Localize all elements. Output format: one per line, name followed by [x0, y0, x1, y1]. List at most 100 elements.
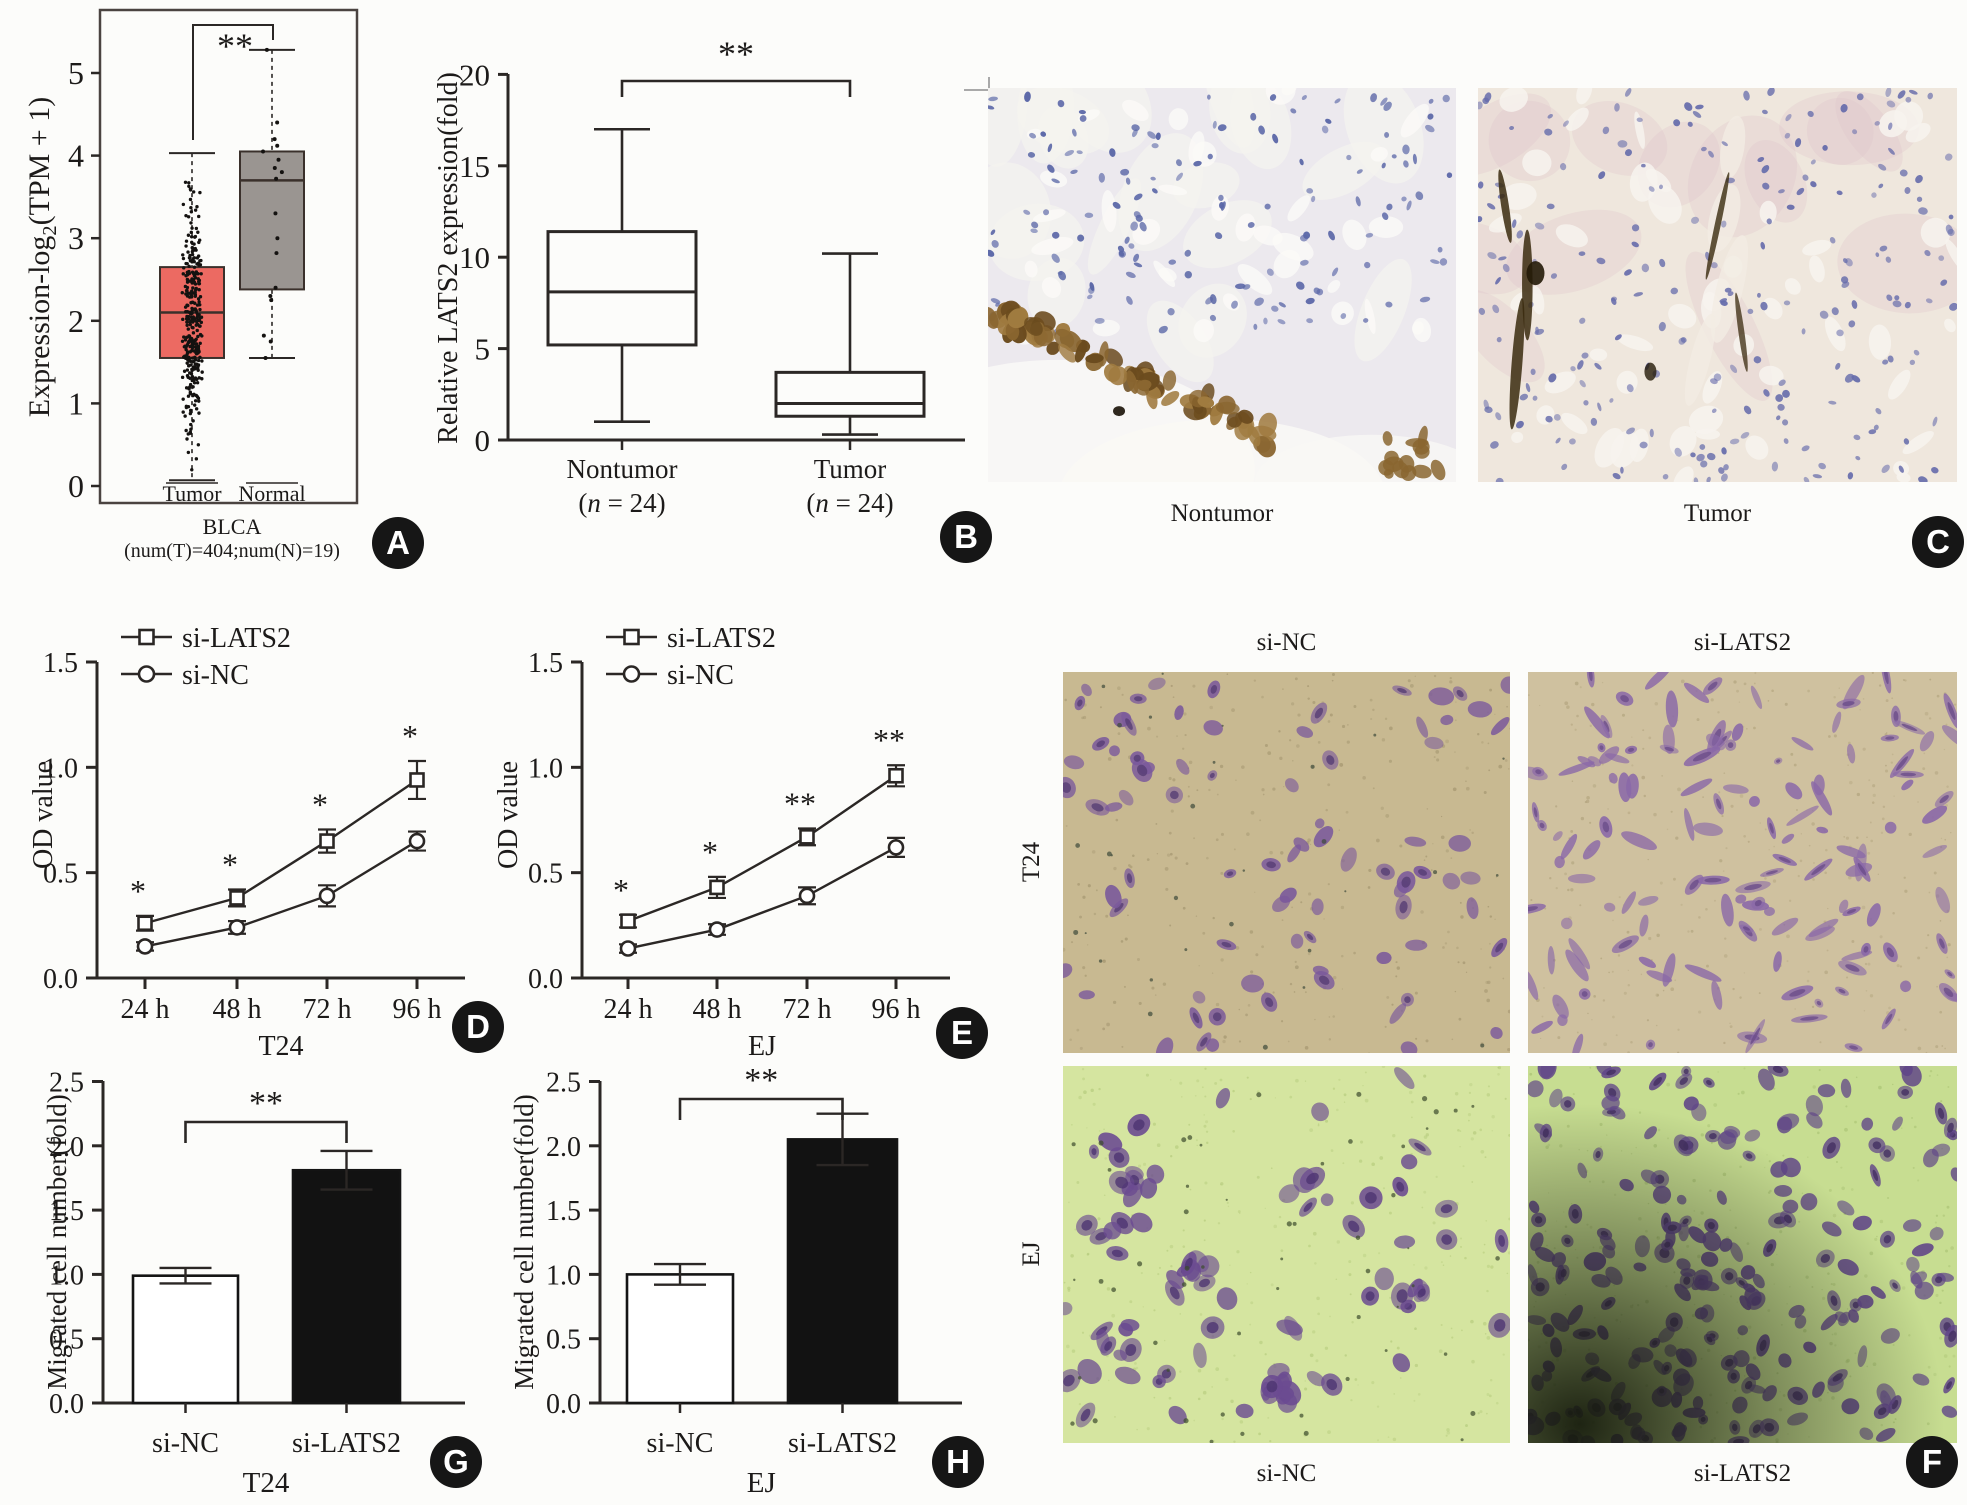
panel-h-ylabel: Migrated cell number(fold) — [509, 1094, 539, 1390]
svg-text:48 h: 48 h — [693, 994, 742, 1025]
label-f-bottom-si-lats2: si-LATS2 — [1693, 1460, 1792, 1487]
svg-text:si-LATS2: si-LATS2 — [788, 1428, 897, 1459]
panel-d-linechart-svg: 0.0 0.5 1.0 1.5 24 h 48 h 72 h 96 h T24 si-LATS2 s… — [43, 623, 465, 1062]
svg-text:0.0: 0.0 — [43, 964, 78, 995]
label-c-tumor: Tumor — [1683, 500, 1752, 527]
svg-text:Tumor: Tumor — [814, 454, 887, 484]
label-f-col-si-lats2: si-LATS2 — [1693, 629, 1792, 656]
svg-text:0: 0 — [68, 468, 84, 504]
micrograph-ihc-nontumor — [988, 88, 1456, 482]
svg-text:T24: T24 — [258, 1031, 303, 1062]
svg-text:0.5: 0.5 — [43, 859, 78, 890]
svg-text:48 h: 48 h — [213, 994, 262, 1025]
badge-f: F — [1906, 1436, 1958, 1488]
svg-text:15: 15 — [459, 149, 490, 184]
svg-text:4: 4 — [68, 138, 84, 174]
svg-text:*: * — [702, 834, 718, 870]
badge-h: H — [932, 1436, 984, 1488]
svg-text:72 h: 72 h — [303, 994, 352, 1025]
label-f-row-t24: T24 — [1018, 841, 1045, 883]
svg-text:si-LATS2: si-LATS2 — [182, 623, 291, 654]
panel-h-barchart-svg: 0.0 0.5 1.0 1.5 2.0 2.5 si-NC si-LATS2 ** EJ — [546, 1062, 962, 1499]
svg-text:1.0: 1.0 — [528, 753, 563, 784]
svg-text:96 h: 96 h — [872, 994, 921, 1025]
svg-text:si-NC: si-NC — [647, 1428, 714, 1459]
svg-text:2.0: 2.0 — [546, 1132, 581, 1163]
svg-text:si-NC: si-NC — [667, 660, 734, 691]
badge-e: E — [936, 1007, 988, 1059]
panel-a-boxplot: 0 1 2 3 4 5 ** Tumor Normal — [0, 0, 430, 575]
panel-a-ylabel-sub: 2 — [39, 225, 61, 236]
micrograph-ej-si-lats2 — [1528, 1066, 1957, 1443]
svg-text:**: ** — [217, 26, 253, 66]
svg-text:*: * — [130, 873, 146, 909]
svg-text:5: 5 — [68, 55, 84, 91]
svg-text:1.5: 1.5 — [43, 648, 78, 679]
micrograph-ej-si-nc — [1063, 1066, 1510, 1443]
svg-text:si-NC: si-NC — [152, 1428, 219, 1459]
svg-text:Nontumor: Nontumor — [567, 454, 678, 484]
svg-text:2.5: 2.5 — [546, 1068, 581, 1099]
svg-text:1.5: 1.5 — [49, 1196, 84, 1227]
panel-b-ylabel: Relative LATS2 expression(fold) — [433, 72, 464, 444]
svg-text:Tumor: Tumor — [162, 481, 222, 506]
svg-text:Normal: Normal — [238, 481, 305, 506]
micrograph-t24-si-lats2 — [1528, 672, 1957, 1053]
svg-text:0.0: 0.0 — [546, 1389, 581, 1420]
svg-text:si-LATS2: si-LATS2 — [667, 623, 776, 654]
micrograph-t24-si-nc — [1063, 672, 1510, 1053]
svg-text:2.0: 2.0 — [49, 1132, 84, 1163]
panel-b-boxplot-svg: 0 5 10 15 20 ** Nontumor (n = 24) Tumor (n = 24) — [459, 34, 965, 518]
panel-a-ylabel-suffix: (TPM + 1) — [23, 96, 56, 226]
svg-text:0: 0 — [475, 423, 491, 458]
svg-text:20: 20 — [459, 57, 490, 92]
panel-b-boxplot: 0 5 10 15 20 ** Nontumor (n = 24) Tumor (n = 24) — [430, 0, 1000, 580]
svg-text:**: ** — [744, 1062, 778, 1099]
panel-g-barchart: 0.0 0.5 1.0 1.5 2.0 2.5 si-NC si-LATS2 ** T24 — [20, 1060, 520, 1505]
svg-text:0.5: 0.5 — [546, 1325, 581, 1356]
svg-text:5: 5 — [475, 332, 491, 367]
label-f-row-ej: EJ — [1018, 1241, 1045, 1267]
svg-text:(n = 24): (n = 24) — [806, 488, 893, 518]
svg-text:24 h: 24 h — [604, 994, 653, 1025]
badge-a: A — [372, 517, 424, 569]
svg-text:EJ: EJ — [747, 1467, 776, 1499]
svg-text:1.5: 1.5 — [546, 1196, 581, 1227]
panel-e-ylabel: OD value — [493, 760, 524, 870]
svg-text:*: * — [222, 847, 238, 883]
badge-g: G — [430, 1436, 482, 1488]
panel-a-ylabel-prefix: Expression-log — [23, 235, 56, 418]
svg-text:10: 10 — [459, 240, 490, 275]
panel-e-linechart-svg: 0.0 0.5 1.0 1.5 24 h 48 h 72 h 96 h EJ si-LATS2 si… — [528, 623, 950, 1062]
svg-text:*: * — [613, 872, 629, 908]
svg-text:EJ: EJ — [748, 1031, 776, 1062]
svg-text:0.5: 0.5 — [49, 1325, 84, 1356]
panel-e-linechart: 0.0 0.5 1.0 1.5 24 h 48 h 72 h 96 h EJ si-LATS2 si… — [505, 600, 1005, 1070]
crop-corner-mark — [964, 77, 990, 91]
panel-a-boxplot-svg: 0 1 2 3 4 5 ** Tumor Normal — [68, 8, 359, 506]
panel-a-ylabel: Expression-log2(TPM + 1) — [20, 47, 61, 467]
svg-text:**: ** — [718, 34, 754, 74]
svg-text:si-LATS2: si-LATS2 — [292, 1428, 401, 1459]
micrograph-ihc-tumor — [1478, 88, 1957, 482]
panel-a-xlabel-blca: BLCA — [202, 514, 262, 539]
svg-text:1.0: 1.0 — [43, 753, 78, 784]
svg-text:1.0: 1.0 — [49, 1260, 84, 1291]
panel-g-ylabel: Migrated cell number(fold) — [42, 1094, 72, 1390]
svg-text:T24: T24 — [243, 1467, 290, 1499]
panel-h-barchart: 0.0 0.5 1.0 1.5 2.0 2.5 si-NC si-LATS2 ** EJ — [510, 1060, 1010, 1505]
svg-text:1.0: 1.0 — [546, 1260, 581, 1291]
svg-text:**: ** — [784, 785, 816, 821]
svg-text:**: ** — [249, 1085, 283, 1122]
svg-text:1.5: 1.5 — [528, 648, 563, 679]
svg-text:2: 2 — [68, 303, 84, 339]
svg-text:0.0: 0.0 — [49, 1389, 84, 1420]
panel-d-linechart: 0.0 0.5 1.0 1.5 24 h 48 h 72 h 96 h T24 si-LATS2 s… — [20, 600, 520, 1070]
badge-d: D — [452, 1001, 504, 1053]
svg-text:96 h: 96 h — [393, 994, 442, 1025]
badge-c: C — [1912, 516, 1964, 568]
svg-text:*: * — [312, 786, 328, 822]
panel-d-ylabel: OD value — [28, 760, 59, 870]
svg-text:1: 1 — [68, 385, 84, 421]
